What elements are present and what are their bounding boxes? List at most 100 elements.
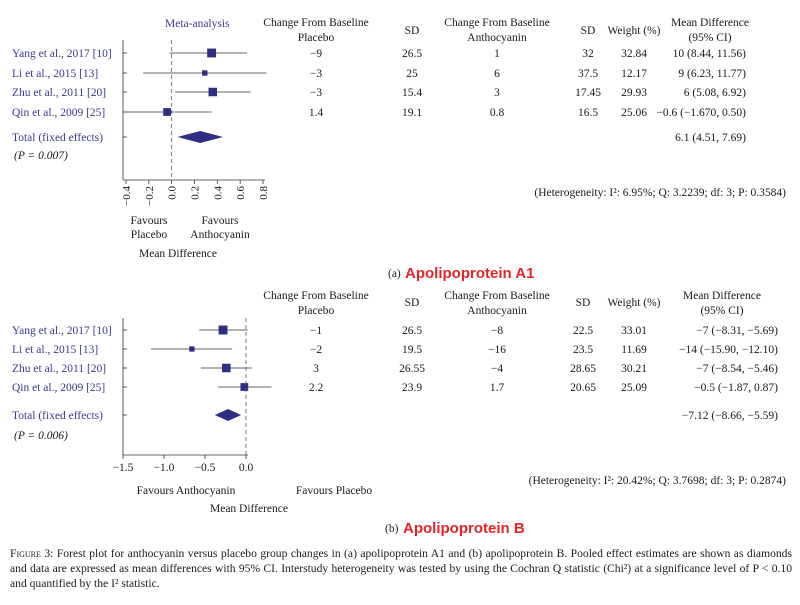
- panel-a-study-rows: Yang et al., 2017 [10] −9 26.5 1 32 32.84 10 (…: [12, 48, 746, 143]
- panel-b-header-antho-1: Change From Baseline: [444, 290, 549, 302]
- panel-b-point-marker: [189, 346, 195, 352]
- panel-b-mean-difference: −14 (−15.90, −12.10): [679, 344, 778, 356]
- panel-a-point-marker: [163, 108, 171, 116]
- panel-a-antho-change: 6: [494, 68, 500, 80]
- panel-b-header-md-1: Mean Difference: [683, 290, 761, 302]
- panel-b-study-row: Yang et al., 2017 [10] −1 26.5 −8 22.5 33.01 −…: [12, 325, 778, 337]
- panel-b-xlabel: Mean Difference: [210, 503, 288, 515]
- panel-b-header-md-2: (95% CI): [700, 305, 743, 317]
- panel-b-label: (b): [385, 523, 399, 535]
- panel-b-placebo-sd: 23.9: [402, 382, 422, 394]
- panel-b-total-md: −7.12 (−8.66, −5.59): [682, 410, 778, 422]
- panel-a-header-md-1: Mean Difference: [671, 17, 749, 29]
- forest-plot-figure: Meta-analysis Change From Baseline Place…: [12, 17, 786, 537]
- panel-a-antho-change: 1: [494, 48, 500, 60]
- panel-a-pooled-diamond: [177, 131, 224, 143]
- panel-b-antho-change: −4: [491, 363, 503, 375]
- panel-a-study-row: Qin et al., 2009 [25] 1.4 19.1 0.8 16.5 25.06…: [12, 107, 746, 119]
- panel-a-placebo-change: −3: [310, 87, 322, 99]
- panel-b-header-sd-placebo: SD: [405, 297, 420, 309]
- panel-a-mean-difference: 6 (5.08, 6.92): [684, 87, 746, 99]
- panel-a-x-tick-label: −0.2: [144, 186, 156, 206]
- panel-b-antho-sd: 28.65: [570, 363, 596, 375]
- panel-a-header-antho-1: Change From Baseline: [444, 17, 549, 29]
- panel-a-placebo-sd: 15.4: [402, 87, 422, 99]
- panel-b-placebo-change: 3: [313, 363, 319, 375]
- panel-b-placebo-sd: 26.5: [402, 325, 422, 337]
- panel-b-point-marker: [222, 363, 231, 373]
- panel-b-placebo-change: −2: [310, 344, 322, 356]
- panel-a-study-name: Li et al., 2015 [13]: [12, 68, 98, 80]
- panel-b-antho-change: −8: [491, 325, 503, 337]
- panel-a-header-sd-antho: SD: [581, 25, 596, 37]
- panel-a-x-tick-label: 0.8: [258, 186, 270, 200]
- panel-b-placebo-sd: 19.5: [402, 344, 422, 356]
- panel-a-xlabel: Mean Difference: [139, 248, 217, 260]
- panel-b-title: Apolipoprotein B: [403, 520, 525, 537]
- panel-a-p-value: (P = 0.007): [14, 150, 68, 162]
- panel-b-weight: 11.69: [621, 344, 647, 356]
- panel-a-antho-sd: 17.45: [575, 87, 601, 99]
- panel-b-header-sd-antho: SD: [576, 297, 591, 309]
- panel-a-study-row: Zhu et al., 2011 [20] −3 15.4 3 17.45 29.93 6 …: [12, 87, 746, 99]
- panel-b-mean-difference: −7 (−8.31, −5.69): [696, 325, 778, 337]
- panel-b-axis: −1.5 −1.0 −0.5 0.0: [113, 318, 254, 474]
- panel-a: Meta-analysis Change From Baseline Place…: [12, 17, 786, 282]
- panel-b-x-tick-label: 0.0: [239, 462, 254, 474]
- panel-a-mean-difference: 10 (8.44, 11.56): [673, 48, 747, 60]
- panel-a-placebo-sd: 25: [406, 68, 418, 80]
- panel-a-antho-sd: 37.5: [578, 68, 598, 80]
- panel-a-favours-left-1: Favours: [130, 215, 168, 227]
- panel-a-x-tick-label: 0.2: [190, 186, 202, 200]
- panel-a-point-marker: [208, 87, 218, 97]
- panel-b-study-row: Zhu et al., 2011 [20] 3 26.55 −4 28.65 30.21 −…: [12, 363, 778, 375]
- panel-a-study-row: Li et al., 2015 [13] −3 25 6 37.5 12.17 9 (6.2…: [12, 68, 746, 80]
- panel-b-antho-change: 1.7: [490, 382, 505, 394]
- panel-a-study-name: Qin et al., 2009 [25]: [12, 107, 105, 119]
- caption-figure-label: Figure 3:: [10, 547, 54, 560]
- panel-b-favours-right: Favours Placebo: [296, 485, 373, 497]
- panel-a-header-placebo-1: Change From Baseline: [263, 17, 368, 29]
- panel-a-header-study: Meta-analysis: [165, 18, 230, 30]
- panel-a-x-tick-label: 0.0: [167, 186, 179, 200]
- panel-a-antho-sd: 16.5: [578, 107, 598, 119]
- panel-b-study-row: Li et al., 2015 [13] −2 19.5 −16 23.5 11.69 −1…: [12, 344, 778, 356]
- panel-b-placebo-change: 2.2: [309, 382, 324, 394]
- panel-b-antho-sd: 23.5: [573, 344, 593, 356]
- panel-b-header-weight: Weight (%): [607, 297, 660, 309]
- panel-a-x-tick-label: 0.4: [212, 186, 224, 200]
- panel-b-total-label: Total (fixed effects): [12, 410, 103, 422]
- panel-b-point-marker: [240, 383, 249, 391]
- panel-b-study-name: Zhu et al., 2011 [20]: [12, 363, 106, 375]
- panel-a-study-row: Yang et al., 2017 [10] −9 26.5 1 32 32.84 10 (…: [12, 48, 746, 60]
- panel-a-favours-right-1: Favours: [201, 215, 239, 227]
- panel-a-title: Apolipoprotein A1: [405, 265, 534, 282]
- panel-a-header-sd-placebo: SD: [405, 25, 420, 37]
- panel-a-mean-difference: −0.6 (−1.670, 0.50): [656, 107, 746, 119]
- caption-text: Forest plot for anthocyanin versus place…: [10, 547, 792, 590]
- panel-a-weight: 29.93: [621, 87, 647, 99]
- panel-a-point-marker: [202, 70, 208, 76]
- panel-b: Change From Baseline Placebo SD Change F…: [12, 290, 786, 537]
- panel-a-weight: 25.06: [621, 107, 647, 119]
- panel-b-weight: 33.01: [621, 325, 647, 337]
- panel-b-placebo-sd: 26.55: [399, 363, 425, 375]
- panel-b-study-name: Yang et al., 2017 [10]: [12, 325, 112, 337]
- panel-a-header-weight: Weight (%): [607, 25, 660, 37]
- panel-a-label: (a): [388, 268, 401, 280]
- panel-a-header-antho-2: Anthocyanin: [467, 32, 527, 44]
- panel-b-study-rows: Yang et al., 2017 [10] −1 26.5 −8 22.5 33.01 −…: [12, 325, 778, 421]
- panel-a-mean-difference: 9 (6.23, 11.77): [678, 68, 746, 80]
- panel-b-study-name: Qin et al., 2009 [25]: [12, 382, 105, 394]
- panel-b-antho-change: −16: [488, 344, 506, 356]
- panel-b-weight: 30.21: [621, 363, 647, 375]
- panel-a-axis: −0.4 −0.2 0.0 0.2 0.4 0.6 0.8: [121, 40, 270, 206]
- panel-a-placebo-sd: 26.5: [402, 48, 422, 60]
- panel-a-heterogeneity: (Heterogeneity: I²: 6.95%; Q: 3.2239; df…: [534, 187, 786, 199]
- panel-a-placebo-change: −3: [310, 68, 322, 80]
- panel-b-point-marker: [218, 325, 228, 335]
- panel-a-antho-change: 3: [494, 87, 500, 99]
- panel-b-mean-difference: −7 (−8.54, −5.46): [696, 363, 778, 375]
- panel-a-x-tick-label: −0.4: [121, 186, 133, 206]
- panel-b-heterogeneity: (Heterogeneity: I²: 20.42%; Q: 3.7698; d…: [529, 475, 787, 487]
